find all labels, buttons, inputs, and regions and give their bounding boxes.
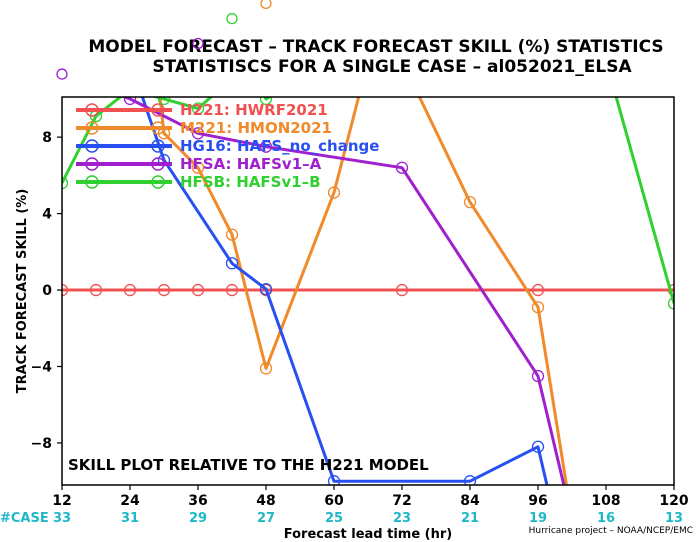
case-count-60: 25 [325,511,343,526]
case-count-12: 33 [53,511,71,526]
outlier-point-2 [56,68,68,80]
outlier-point-0 [260,0,272,9]
h221-legend-marker-right [151,103,165,117]
hfsb-point-36 [191,102,205,115]
x-tick-label-48: 48 [256,493,275,509]
h221-point-18 [89,283,103,297]
credit-label: Hurricane project – NOAA/NCEP/EMC [529,526,693,536]
x-tick-label-24: 24 [120,493,140,509]
y-axis: 8 4 0 −4 −8 [31,130,62,452]
m221-point-60 [327,186,341,199]
case-count-72: 23 [393,511,411,526]
outlier-point-3 [192,37,204,50]
y-tick-label-0: 8 [42,130,52,146]
hg16-series-line [140,97,549,485]
m221-legend-marker-left [85,121,99,135]
hfsb-point-30 [157,97,171,106]
plot-frame [61,96,675,486]
case-count-84: 21 [461,511,479,526]
x-tick-label-60: 60 [324,493,344,509]
x-tick-label-72: 72 [392,493,411,509]
x-tick-label-120: 120 [659,493,688,509]
y-tick-label-1: 4 [42,207,52,223]
hfsa-point-48 [259,140,273,153]
hfsa-point-72 [395,161,409,174]
chart-subtitle: STATISTISCS FOR A SINGLE CASE – al052021… [152,57,632,77]
h221-point-96 [531,283,545,297]
h221-point-72 [395,283,409,297]
case-count-108: 16 [597,511,615,526]
hfsa-point-24 [123,97,137,106]
hg16-point-48 [259,282,273,296]
hg16-legend-marker-right [151,139,165,153]
y-tick-label-4: −8 [31,436,52,452]
m221-point-96 [531,301,545,314]
h221-legend-label: H221: HWRF2021 [180,101,328,119]
hfsb-legend-marker-right [151,175,165,189]
h221-point-30 [157,283,171,297]
h221-point-12 [62,283,69,297]
m221-series-line [158,97,569,485]
m221-legend-marker-right [151,121,165,135]
hfsb-point-48 [259,97,273,106]
x-tick-label-108: 108 [591,493,620,509]
x-tick-label-96: 96 [528,493,547,509]
hg16-point-96 [531,440,545,453]
case-count-row: #CASE 33 31 29 27 25 23 21 19 16 13 [0,511,683,526]
h221-point-42 [225,283,239,297]
y-tick-label-3: −4 [31,359,53,375]
hfsa-point-96 [531,369,545,383]
chart-title: MODEL FORECAST – TRACK FORECAST SKILL (%… [88,37,663,57]
hfsb-legend-marker-left [85,175,99,189]
h221-point-36 [191,283,205,297]
case-count-48: 27 [257,511,275,526]
y-axis-label: TRACK FORECAST SKILL (%) [15,189,30,394]
m221-point-102 [567,514,578,525]
h221-legend-marker-left [85,103,99,117]
hfsb-point-24 [125,84,136,95]
hfsa-legend-marker-left [85,157,99,171]
case-count-96: 19 [529,511,547,526]
m221-point-36 [191,161,205,174]
relative-model-annotation: SKILL PLOT RELATIVE TO THE H221 MODEL [68,456,429,474]
m221-legend-label: M221: HMON2021 [180,119,332,137]
hfsb-point-120 [667,297,674,310]
case-count-120: 13 [665,511,683,526]
m221-point-42 [225,228,239,241]
x-tick-label-84: 84 [460,493,480,509]
h221-point-120 [667,283,674,297]
m221-point-48 [259,362,273,375]
hfsa-point-36 [191,127,205,140]
hg16-point-99 [550,514,561,525]
outlier-point-1 [226,12,238,25]
case-count-24: 31 [121,511,139,526]
hg16-legend-label: HG16: HAFS_no_change [180,137,379,155]
x-axis-label: Forecast lead time (hr) [284,527,452,542]
m221-point-84 [463,195,477,209]
hfsb-legend-label: HFSB: HAFSv1–B [180,173,321,191]
h221-point-24 [123,283,137,297]
plot-area [62,84,674,525]
hfsb-series-line [62,97,674,304]
case-row-label: #CASE [0,511,49,526]
hg16-point-60 [327,475,341,485]
hg16-point-84 [463,475,477,485]
hfsa-series-line [120,97,566,485]
hfsb-point-12 [62,176,69,190]
hg16-legend-marker-left [85,139,99,153]
x-tick-label-12: 12 [52,493,71,509]
hfsa-point-102 [567,514,578,525]
x-axis: 12 24 36 48 60 72 84 96 108 120 [52,485,689,509]
hfsa-legend-marker-right [151,157,165,171]
outlier-markers [56,0,272,80]
y-tick-label-2: 0 [42,283,52,299]
x-tick-label-36: 36 [188,493,207,509]
case-count-36: 29 [189,511,207,526]
hfsa-legend-label: HFSA: HAFSv1–A [180,155,322,173]
hg16-point-42 [225,257,239,270]
